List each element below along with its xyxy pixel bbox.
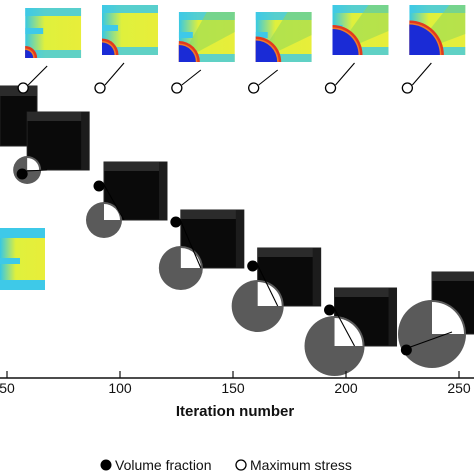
markers-layer: [16, 62, 453, 356]
stress-map-inset: [0, 228, 45, 290]
volume-fraction-point: [247, 260, 259, 272]
maximum-stress-point: [94, 82, 106, 94]
x-tick-label: 250: [447, 380, 471, 396]
topology-inset: [86, 161, 168, 238]
legend-volume-fraction-marker: [100, 459, 112, 471]
leader-line: [256, 262, 279, 307]
leader-line: [335, 62, 355, 86]
legend: Volume fraction Maximum stress: [100, 457, 352, 473]
stress-map-inset: [409, 5, 466, 55]
maximum-stress-point: [324, 82, 337, 94]
leader-line: [179, 218, 202, 269]
volume-fraction-point: [324, 304, 336, 316]
leader-line: [26, 169, 48, 172]
topology-inset: [304, 287, 398, 376]
x-tick-label: 200: [334, 380, 358, 396]
x-axis: 50 100 150 200 250: [0, 371, 474, 396]
stress-map-inset: [255, 12, 312, 62]
topology-inset: [158, 209, 245, 290]
legend-maximum-stress-label: Maximum stress: [250, 457, 352, 473]
stress-map-inset: [102, 5, 158, 55]
leader-line: [104, 62, 125, 86]
insets-layer: [0, 5, 474, 376]
x-tick-label: 50: [0, 380, 15, 396]
leader-line: [102, 182, 125, 221]
volume-fraction-point: [400, 344, 412, 356]
leader-line: [258, 69, 279, 86]
leader-line: [411, 62, 432, 86]
maximum-stress-point: [248, 82, 260, 94]
x-tick-label: 150: [221, 380, 245, 396]
legend-volume-fraction-label: Volume fraction: [115, 457, 212, 473]
stress-map-inset: [178, 12, 235, 62]
topology-inset: [231, 247, 322, 332]
leader-line: [181, 69, 202, 86]
volume-fraction-point: [16, 168, 28, 180]
leader-line: [27, 65, 48, 86]
x-axis-title: Iteration number: [176, 403, 295, 420]
legend-maximum-stress-marker: [235, 459, 247, 471]
maximum-stress-point: [171, 82, 183, 94]
volume-fraction-point: [93, 180, 105, 192]
x-tick-label: 100: [108, 380, 132, 396]
topology-inset: [398, 271, 474, 368]
leader-line: [333, 306, 356, 347]
stress-map-inset: [332, 5, 389, 55]
stress-map-inset: [25, 8, 82, 58]
maximum-stress-point: [401, 82, 414, 94]
leader-line: [410, 331, 453, 348]
maximum-stress-point: [17, 82, 29, 94]
volume-fraction-point: [170, 216, 182, 228]
